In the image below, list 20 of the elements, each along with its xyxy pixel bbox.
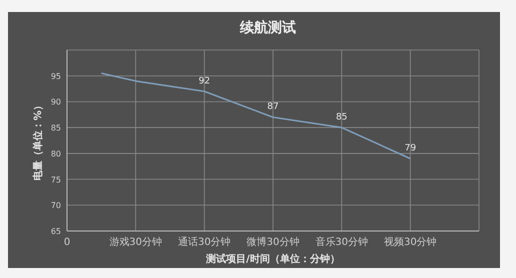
y-tick-label: 70 — [50, 201, 61, 210]
data-label: 92 — [198, 76, 210, 86]
y-tick-label: 95 — [50, 72, 61, 81]
data-label: 79 — [404, 144, 416, 154]
x-tick-label: 视频30分钟 — [384, 236, 437, 248]
x-tick-label: 微博30分钟 — [246, 236, 300, 248]
x-tick-label: 通话30分钟 — [178, 236, 231, 248]
y-tick-label: 80 — [50, 149, 61, 158]
y-tick-label: 90 — [50, 98, 61, 107]
x-axis-title: 测试项目/时间（单位：分钟） — [205, 253, 340, 265]
y-axis-title: 电量（单位：%） — [32, 100, 44, 181]
x-tick-label: 游戏30分钟 — [109, 236, 162, 248]
x-tick-label: 音乐30分钟 — [315, 236, 368, 248]
data-label: 85 — [336, 112, 348, 123]
chart-title: 续航测试 — [239, 19, 296, 36]
y-tick-label: 75 — [50, 175, 61, 184]
y-tick-label: 85 — [50, 124, 61, 133]
x-tick-label: 0 — [64, 237, 70, 248]
data-label: 87 — [267, 102, 279, 112]
y-tick-label: 65 — [50, 227, 61, 236]
